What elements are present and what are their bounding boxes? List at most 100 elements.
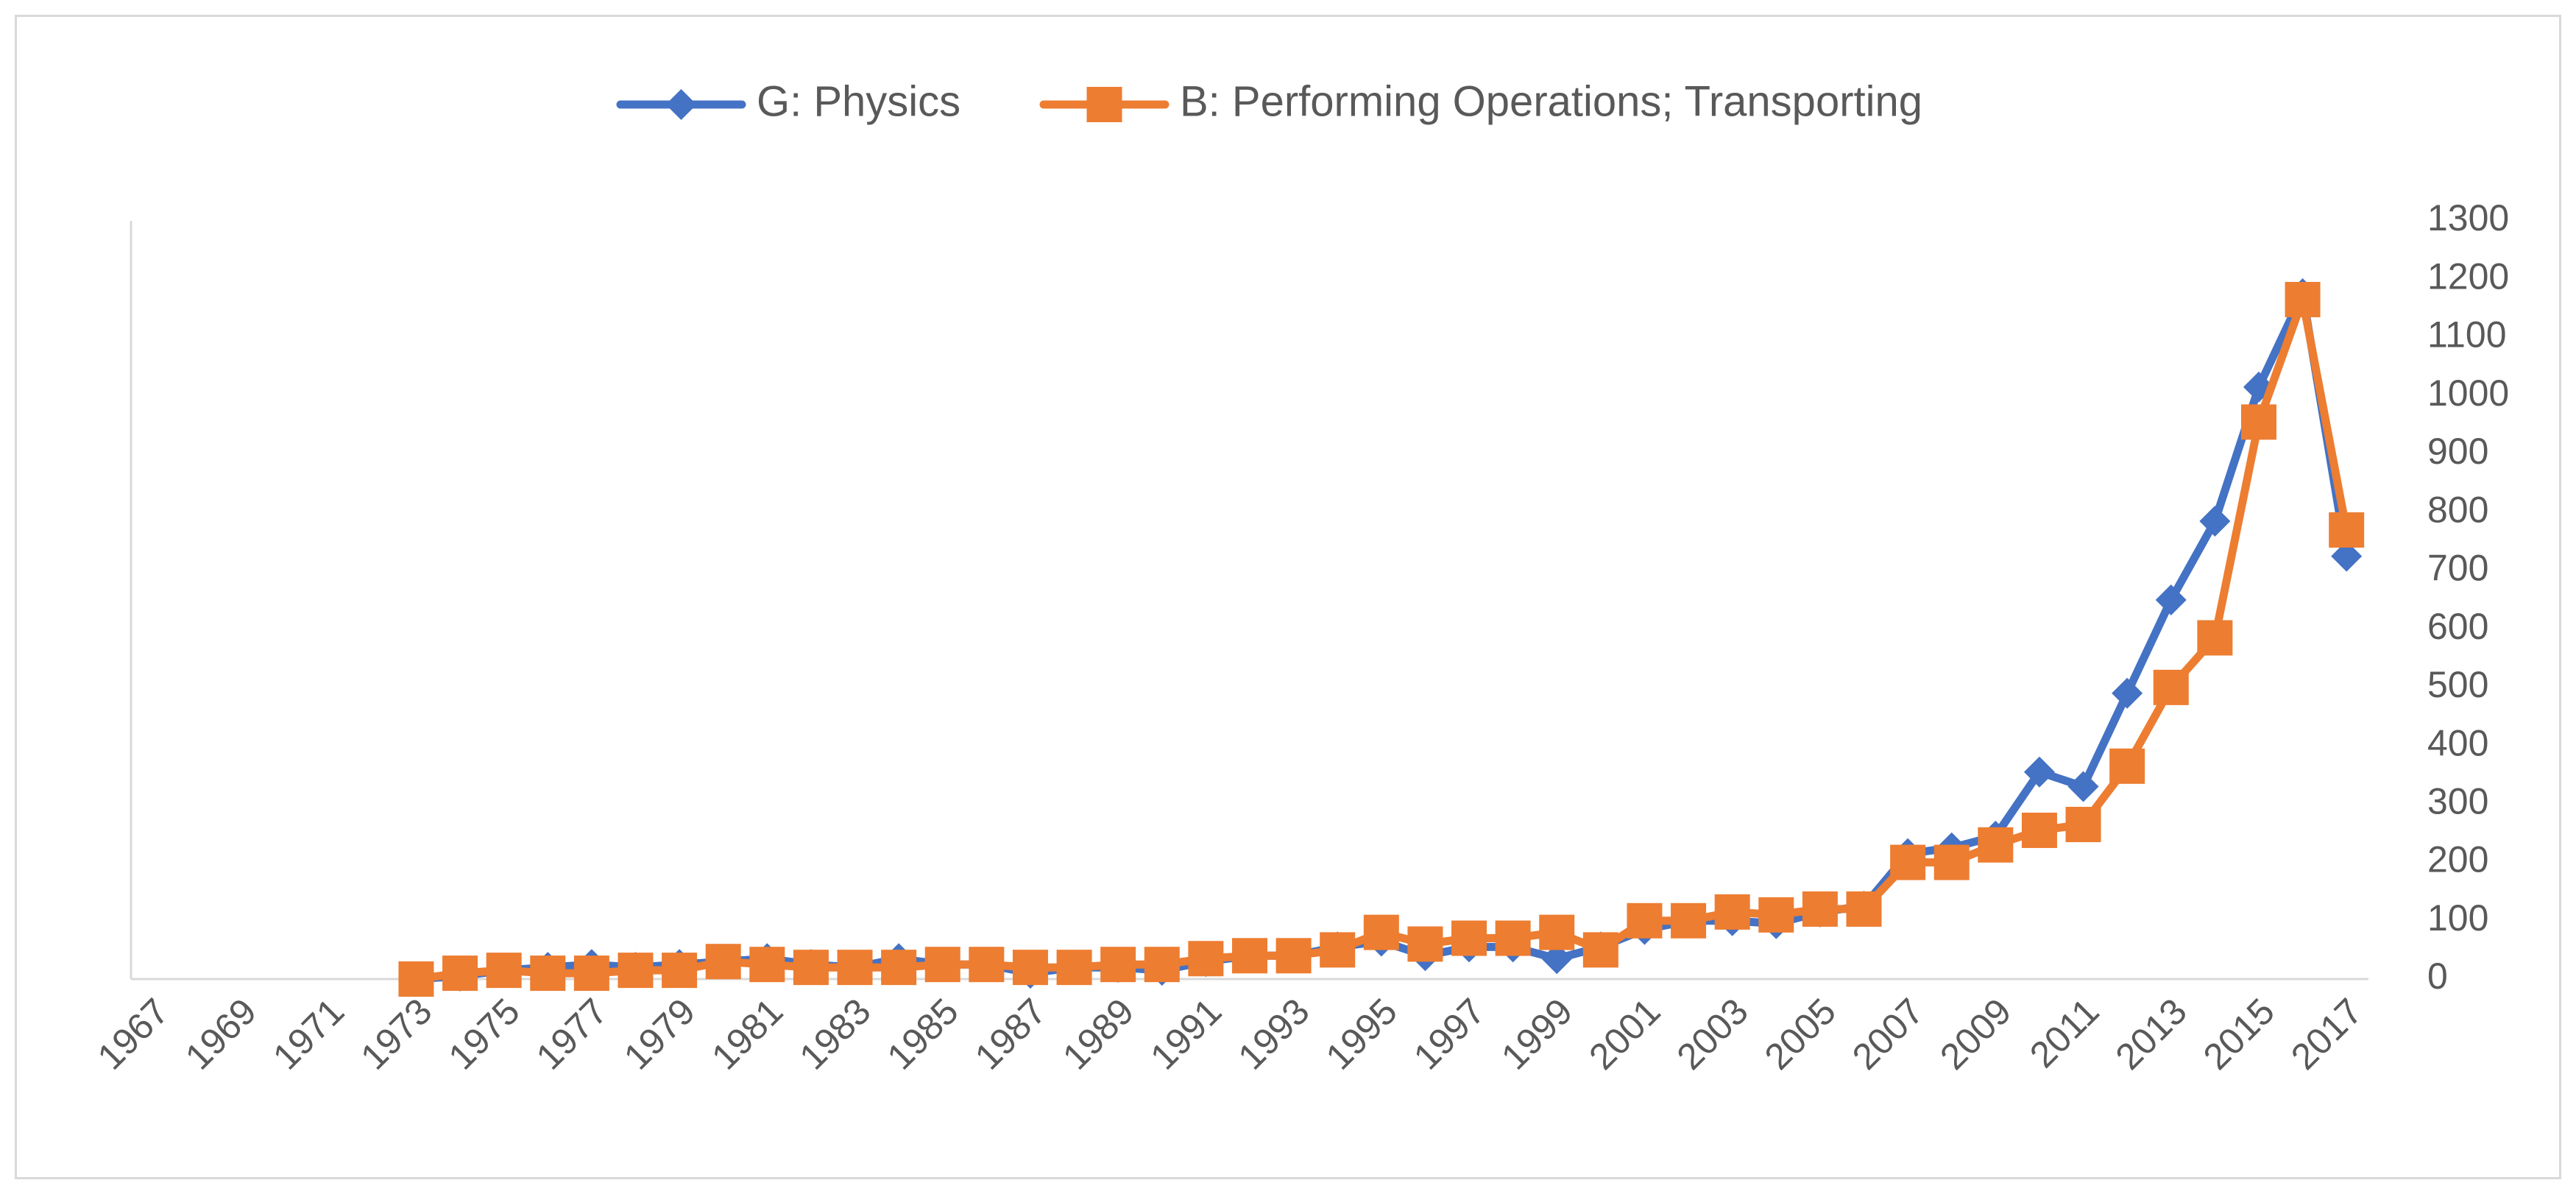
x-tick-label: 1999 <box>1493 991 1580 1078</box>
x-tick-label: 1991 <box>1142 991 1229 1078</box>
y-tick-label: 900 <box>2427 431 2488 472</box>
x-tick-label: 2013 <box>2108 991 2195 1078</box>
data-point <box>1978 827 2014 863</box>
data-point <box>2153 669 2189 705</box>
data-point <box>1232 938 1267 974</box>
data-point <box>1890 844 1926 880</box>
y-tick-label: 1100 <box>2427 314 2507 356</box>
x-tick-label: 1977 <box>528 991 615 1078</box>
data-point <box>1363 914 1399 950</box>
data-point <box>2199 506 2231 537</box>
data-point <box>2197 620 2233 656</box>
x-tick-label: 2009 <box>1932 991 2019 1078</box>
x-tick-label: 2001 <box>1581 991 1668 1078</box>
y-tick-label: 1000 <box>2427 372 2509 414</box>
y-tick-label: 1300 <box>2427 197 2509 239</box>
data-point <box>1144 947 1180 983</box>
data-point <box>837 950 873 986</box>
legend-marker <box>665 89 697 120</box>
legend-marker <box>1086 87 1122 122</box>
data-point <box>1012 950 1048 986</box>
legend: G: Physics B: Performing Operations; Tran… <box>616 77 1922 125</box>
y-tick-label: 300 <box>2427 781 2488 822</box>
x-tick-label: 2011 <box>2022 991 2107 1076</box>
x-tick-label: 1979 <box>616 991 703 1078</box>
x-tick-label: 2015 <box>2195 991 2282 1078</box>
x-tick-label: 1967 <box>90 991 177 1078</box>
data-point <box>1933 844 1970 880</box>
data-point <box>1100 947 1136 983</box>
x-tick-label: 1973 <box>353 991 439 1078</box>
series-line <box>412 289 2351 983</box>
x-tick-label: 2017 <box>2283 991 2370 1078</box>
data-point <box>618 953 654 989</box>
y-tick-label: 400 <box>2427 722 2488 763</box>
data-point <box>1188 941 1224 977</box>
y-tick-label: 200 <box>2427 839 2488 880</box>
data-point <box>2065 807 2101 843</box>
x-tick-label: 1975 <box>441 991 528 1078</box>
data-point <box>662 953 698 989</box>
series-2 <box>398 281 2365 997</box>
y-tick-label: 100 <box>2427 897 2488 939</box>
x-tick-label: 1997 <box>1406 991 1493 1078</box>
y-tick-label: 500 <box>2427 664 2488 705</box>
data-point <box>1846 891 1882 927</box>
data-point <box>1451 920 1487 956</box>
data-point <box>1671 902 1707 939</box>
data-point <box>793 950 829 986</box>
x-tick-label: 1987 <box>967 991 1054 1078</box>
data-point <box>1802 891 1838 927</box>
series-layer <box>398 278 2365 997</box>
data-point <box>2285 281 2321 317</box>
legend-label: G: Physics <box>757 77 960 125</box>
data-point <box>486 953 522 989</box>
x-tick-label: 1993 <box>1230 991 1317 1078</box>
data-point <box>1056 950 1092 986</box>
x-tick-label: 1971 <box>265 991 352 1078</box>
x-tick-label: 1981 <box>704 991 790 1078</box>
legend-label: B: Performing Operations; Transporting <box>1180 77 1922 125</box>
data-point <box>573 955 609 992</box>
data-point <box>2331 540 2363 572</box>
data-point <box>1582 932 1618 968</box>
data-point <box>2067 771 2099 802</box>
data-point <box>2109 748 2145 784</box>
data-point <box>881 950 917 986</box>
chart-svg: G: Physics B: Performing Operations; Tran… <box>90 77 2510 1078</box>
x-tick-label: 1985 <box>880 991 966 1078</box>
data-point <box>969 947 1005 983</box>
legend-item-1: G: Physics <box>616 77 960 125</box>
data-point <box>924 947 960 983</box>
data-point <box>1320 932 1356 968</box>
series-line <box>412 295 2351 983</box>
data-point <box>2329 512 2365 548</box>
legend-item-2: B: Performing Operations; Transporting <box>1039 77 1922 125</box>
data-point <box>398 961 434 997</box>
y-tick-label: 600 <box>2427 606 2488 647</box>
y-tick-label: 700 <box>2427 548 2488 589</box>
data-point <box>1539 914 1575 950</box>
x-tick-label: 1995 <box>1318 991 1405 1078</box>
x-tick-label: 2003 <box>1669 991 1756 1078</box>
data-point <box>1407 926 1443 962</box>
data-point <box>2155 584 2187 615</box>
data-point <box>1541 943 1573 975</box>
x-tick-label: 1989 <box>1055 991 1142 1078</box>
data-point <box>2240 404 2276 440</box>
chart-frame: G: Physics B: Performing Operations; Tran… <box>15 15 2561 1179</box>
data-point <box>2112 677 2143 709</box>
data-point <box>1627 902 1663 939</box>
data-point <box>1495 920 1531 956</box>
x-tick-label: 2005 <box>1757 991 1844 1078</box>
series-1 <box>400 278 2363 995</box>
data-point <box>1714 894 1750 930</box>
data-point <box>2021 812 2057 848</box>
data-point <box>530 955 566 992</box>
x-tick-label: 1983 <box>791 991 878 1078</box>
data-point <box>1275 938 1312 974</box>
x-tick-label: 1969 <box>177 991 264 1078</box>
x-axis-ticks: 1967 1969 1971 1973 1975 1977 1979 1981 1983 1985… <box>90 991 2371 1078</box>
data-point <box>705 944 741 980</box>
data-point <box>2023 756 2055 788</box>
